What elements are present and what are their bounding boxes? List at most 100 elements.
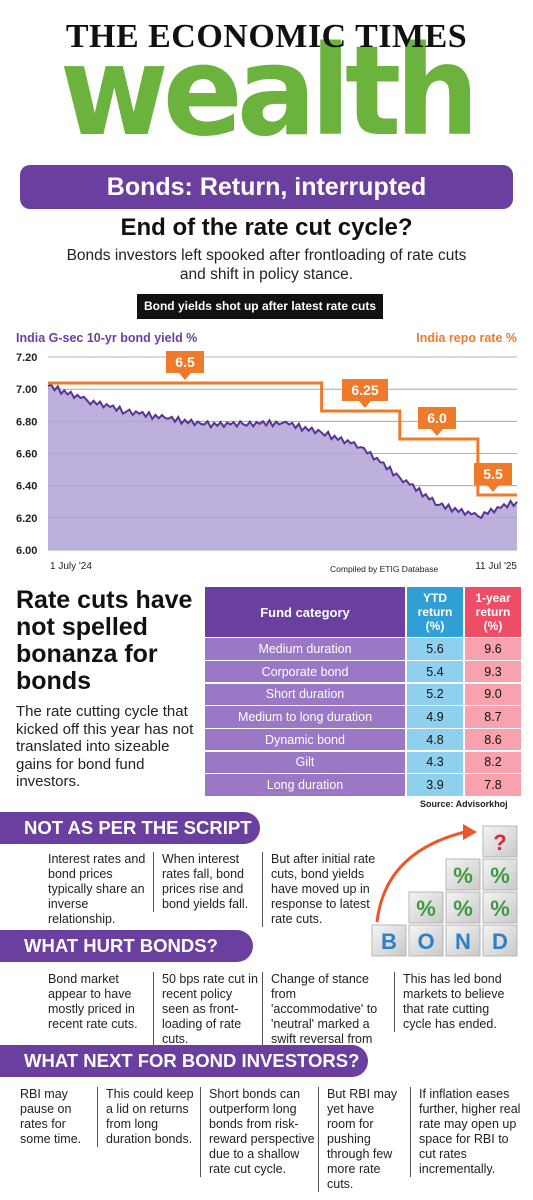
block [482,924,518,957]
yield-chart: India G-sec 10-yr bond yield % India rep… [0,322,533,577]
percent-icon: % [490,896,510,921]
y-tick-label: 6.60 [16,449,37,461]
section-what-hurt-bonds: WHAT HURT BONDS? [0,930,253,962]
point: But after initial rate cuts, bond yields… [262,852,382,927]
repo-rate-label: 6.0 [427,410,447,426]
y-tick-label: 7.20 [16,352,37,364]
block [482,891,518,924]
cell-1yr-return: 9.3 [465,660,521,683]
point: Interest rates and bond prices typically… [48,852,146,926]
story-banner: Bonds: Return, interrupted [20,165,513,209]
block [371,924,407,957]
cell-fund-category: Corporate bond [205,660,405,683]
bond-blocks-illustration: B O N D%%%%%? [365,812,525,967]
bond-blocks-svg: B O N D%%%%%? [371,824,518,957]
cell-ytd-return: 5.6 [407,638,463,660]
section-description: The rate cutting cycle that kicked off t… [16,703,194,790]
header-fund-category: Fund category [205,587,405,637]
cell-ytd-return: 5.4 [407,660,463,683]
fund-returns-table: Fund category YTD return (%) 1-year retu… [205,587,521,796]
cell-ytd-return: 3.9 [407,774,463,796]
bond-letter: N [455,929,471,954]
left-axis-label: India G-sec 10-yr bond yield % [16,331,197,345]
chart-tag: Bond yields shot up after latest rate cu… [137,294,383,319]
y-tick-label: 6.40 [16,481,37,493]
percent-icon: % [453,863,473,888]
publication-name: THE ECONOMIC TIMES [65,18,468,55]
point: If inflation eases further, higher real … [410,1087,528,1177]
repo-rate-tag: 5.5 [474,463,512,492]
cell-fund-category: Medium to long duration [205,706,405,728]
section-title: wealth [59,18,480,164]
right-axis-label: India repo rate % [416,331,517,345]
point: RBI may pause on rates for some time. [20,1087,82,1146]
block [445,858,481,891]
header-ytd: YTD return (%) [407,587,463,637]
table-row: Gilt 4.3 8.2 [205,751,521,774]
standfirst: Bonds investors left spooked after front… [66,247,467,283]
point: 50 bps rate cut in recent policy seen as… [153,972,258,1047]
cell-1yr-return: 7.8 [465,774,521,796]
y-tick-label: 7.00 [16,384,37,396]
cell-1yr-return: 8.2 [465,751,521,774]
masthead: wealth THE ECONOMIC TIMES [0,0,533,165]
cell-1yr-return: 9.0 [465,683,521,706]
table-row: Medium duration 5.6 9.6 [205,638,521,660]
block [408,924,444,957]
table-row: Corporate bond 5.4 9.3 [205,660,521,683]
repo-rate-tag: 6.25 [342,379,388,408]
arrow-head-icon [463,824,477,840]
y-tick-label: 6.00 [16,545,37,557]
section-not-as-per-script: NOT AS PER THE SCRIPT [0,812,260,844]
table-row: Long duration 3.9 7.8 [205,774,521,796]
cell-fund-category: Gilt [205,751,405,774]
yield-line [47,383,518,520]
chart-source: Compiled by ETIG Database [330,564,438,574]
point: Bond market appear to have mostly priced… [48,972,138,1031]
repo-rate-tag: 6.0 [418,407,456,436]
x-end-label: 11 Jul '25 [475,561,517,572]
section-headline: Rate cuts have not spelled bonanza for b… [16,586,193,695]
block [482,858,518,891]
point: This has led bond markets to believe tha… [394,972,514,1032]
headline: End of the rate cut cycle? [120,214,413,241]
section-what-next: WHAT NEXT FOR BOND INVESTORS? [0,1045,368,1077]
cell-fund-category: Medium duration [205,638,405,660]
y-tick-label: 6.20 [16,513,37,525]
block [482,825,518,858]
yield-area [48,384,517,550]
cell-ytd-return: 4.8 [407,728,463,751]
block [445,924,481,957]
percent-icon: % [416,896,436,921]
cell-1yr-return: 9.6 [465,638,521,660]
cell-ytd-return: 4.9 [407,706,463,728]
repo-rate-line [48,381,517,497]
cell-1yr-return: 8.6 [465,728,521,751]
point: But RBI may yet have room for pushing th… [318,1087,406,1192]
repo-rate-label: 6.25 [351,382,378,398]
percent-icon: % [453,896,473,921]
table-row: Dynamic bond 4.8 8.6 [205,728,521,751]
header-1yr: 1-year return (%) [465,587,521,637]
cell-fund-category: Short duration [205,683,405,706]
cell-fund-category: Long duration [205,774,405,796]
question-icon: ? [493,830,506,855]
table-row: Short duration 5.2 9.0 [205,683,521,706]
bond-letter: D [492,929,508,954]
block [408,891,444,924]
cell-ytd-return: 5.2 [407,683,463,706]
bond-letter: O [417,929,434,954]
repo-rate-label: 5.5 [483,466,503,482]
table-row: Medium to long duration 4.9 8.7 [205,706,521,728]
cell-1yr-return: 8.7 [465,706,521,728]
table-header: Fund category YTD return (%) 1-year retu… [205,587,521,637]
repo-rate-label: 6.5 [175,354,195,370]
growth-arrow [375,830,466,923]
yield-chart-svg: India G-sec 10-yr bond yield % India rep… [16,331,518,574]
bond-letter: B [381,929,397,954]
repo-rate-tag: 6.5 [166,351,204,380]
point: Short bonds can outperform long bonds fr… [200,1087,315,1177]
percent-icon: % [490,863,510,888]
point: When interest rates fall, bond prices ri… [153,852,258,912]
table-source: Source: Advisorkhoj [420,799,508,809]
